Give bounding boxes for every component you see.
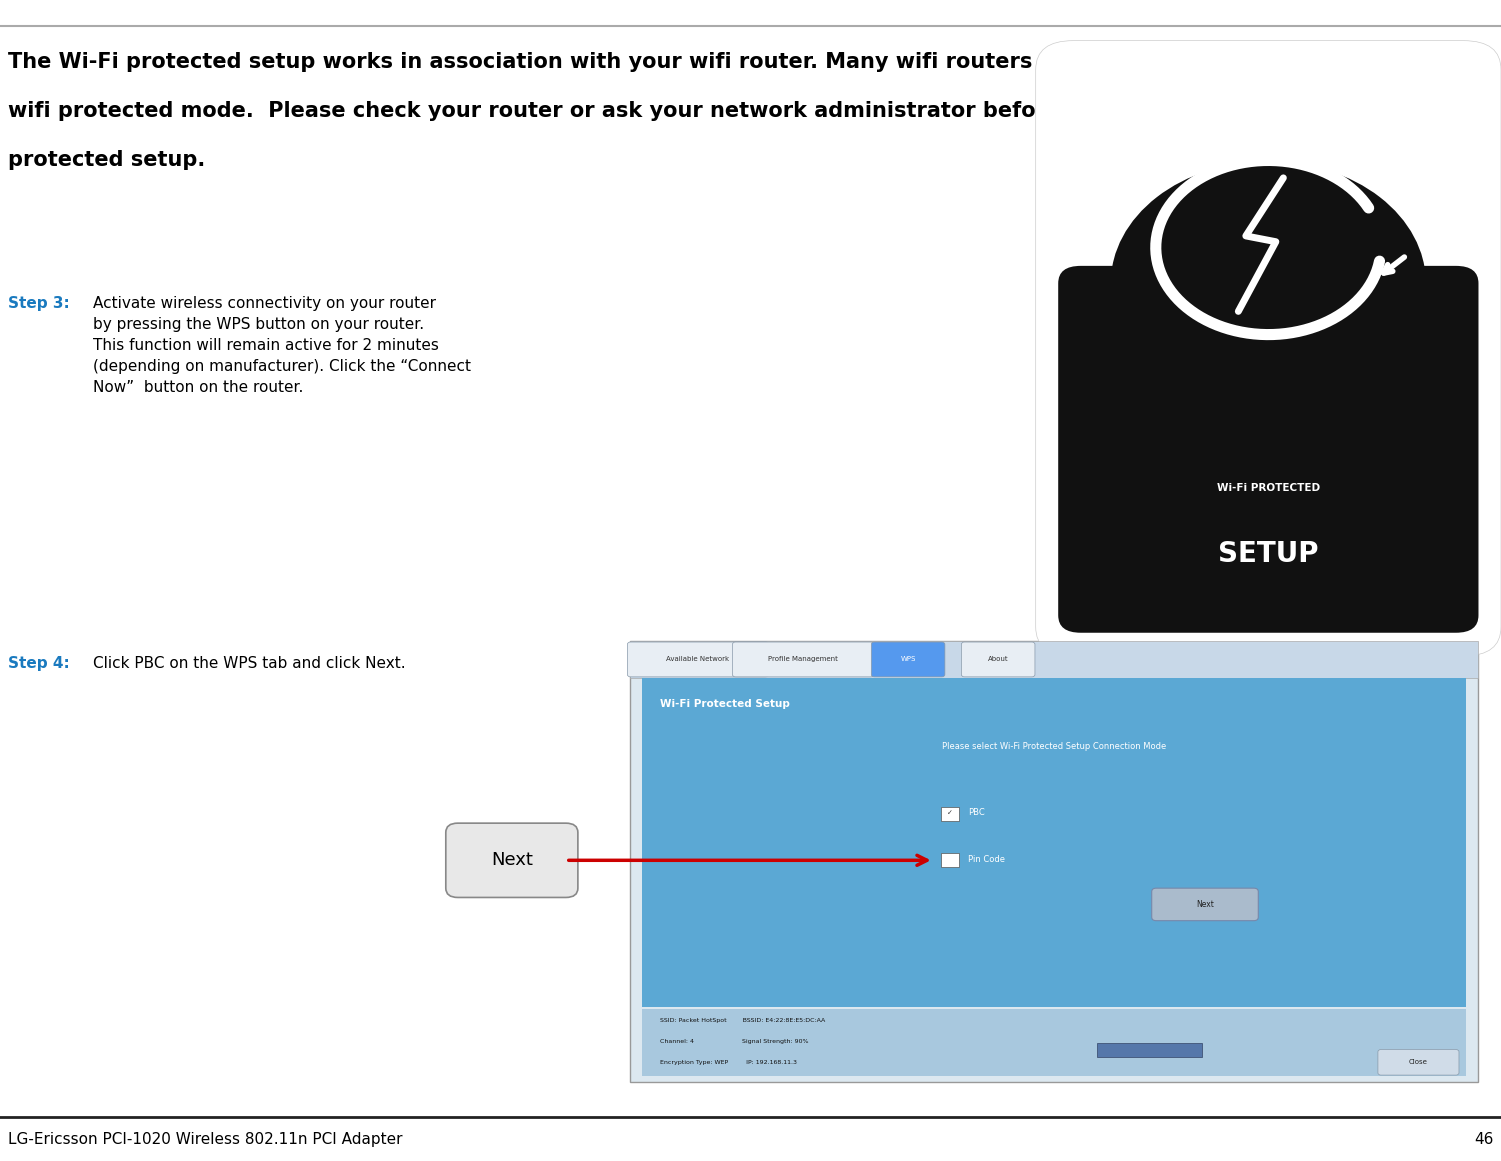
FancyBboxPatch shape	[941, 807, 959, 821]
Text: Channel: 4                        Signal Strength: 90%: Channel: 4 Signal Strength: 90%	[660, 1039, 809, 1044]
FancyBboxPatch shape	[732, 642, 874, 677]
Text: The Wi-Fi protected setup works in association with your wifi router. Many wifi : The Wi-Fi protected setup works in assoc…	[8, 52, 1436, 72]
Text: WPS: WPS	[901, 656, 916, 663]
Text: About: About	[988, 656, 1009, 663]
Text: SETUP: SETUP	[1219, 540, 1318, 568]
Text: Wi-Fi PROTECTED: Wi-Fi PROTECTED	[1217, 483, 1319, 492]
Text: Profile Management: Profile Management	[769, 656, 838, 663]
Text: Close: Close	[1409, 1059, 1427, 1066]
Circle shape	[1111, 161, 1426, 405]
FancyBboxPatch shape	[1151, 888, 1258, 921]
Text: Please select Wi-Fi Protected Setup Connection Mode: Please select Wi-Fi Protected Setup Conn…	[943, 742, 1166, 751]
FancyBboxPatch shape	[941, 853, 959, 867]
FancyBboxPatch shape	[642, 678, 1466, 1007]
Text: Encryption Type: WEP         IP: 192.168.11.3: Encryption Type: WEP IP: 192.168.11.3	[660, 1060, 797, 1065]
Text: Available Network: Available Network	[666, 656, 729, 663]
Text: ✓: ✓	[947, 809, 953, 816]
Text: protected setup.: protected setup.	[8, 150, 204, 170]
Text: PBC: PBC	[968, 808, 985, 817]
FancyBboxPatch shape	[627, 642, 769, 677]
Text: Step 4:: Step 4:	[8, 656, 69, 671]
Text: 46: 46	[1474, 1132, 1493, 1147]
FancyBboxPatch shape	[630, 641, 1478, 678]
FancyBboxPatch shape	[1058, 266, 1478, 633]
Text: Pin Code: Pin Code	[968, 854, 1004, 864]
Text: Step 3:: Step 3:	[8, 296, 69, 311]
FancyBboxPatch shape	[1097, 1043, 1202, 1057]
Text: Next: Next	[491, 851, 533, 870]
Text: SSID: Packet HotSpot        BSSID: E4:22:8E:E5:DC:AA: SSID: Packet HotSpot BSSID: E4:22:8E:E5:…	[660, 1018, 826, 1023]
FancyBboxPatch shape	[1378, 1050, 1459, 1075]
FancyBboxPatch shape	[1036, 41, 1501, 656]
FancyBboxPatch shape	[871, 642, 946, 677]
Text: Wi-Fi Protected Setup: Wi-Fi Protected Setup	[660, 699, 791, 709]
FancyBboxPatch shape	[630, 641, 1478, 1082]
FancyBboxPatch shape	[446, 823, 578, 897]
Text: LG-Ericsson PCI-1020 Wireless 802.11n PCI Adapter: LG-Ericsson PCI-1020 Wireless 802.11n PC…	[8, 1132, 402, 1147]
Text: wifi protected mode.  Please check your router or ask your network administrator: wifi protected mode. Please check your r…	[8, 101, 1400, 121]
Text: Click PBC on the WPS tab and click Next.: Click PBC on the WPS tab and click Next.	[93, 656, 405, 671]
Text: Next: Next	[1196, 900, 1214, 909]
Text: Activate wireless connectivity on your router
by pressing the WPS button on your: Activate wireless connectivity on your r…	[93, 296, 471, 395]
FancyBboxPatch shape	[962, 642, 1036, 677]
FancyBboxPatch shape	[642, 1009, 1466, 1076]
